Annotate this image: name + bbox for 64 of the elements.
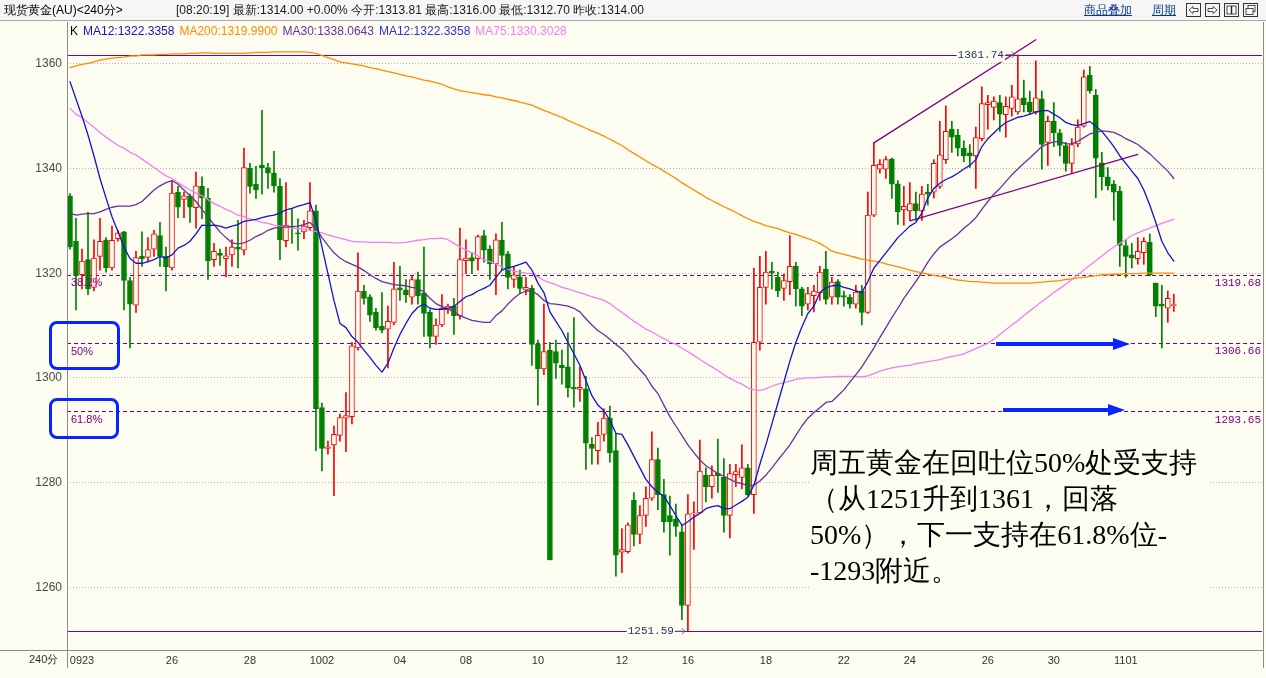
- candlestick: [403, 279, 409, 303]
- x-tick-label: 22: [837, 653, 850, 666]
- x-tick-label: 12: [615, 653, 629, 666]
- ref-line-label: 1306.66: [1214, 345, 1261, 358]
- candlestick: [949, 121, 955, 153]
- ref-line-label: 1361.74: [957, 48, 1005, 61]
- candlestick: [385, 305, 391, 369]
- y-tick-label: 1280: [35, 474, 63, 489]
- candlestick: [295, 218, 301, 251]
- candlestick: [421, 246, 427, 337]
- ref-line-label: 1319.68: [1214, 277, 1261, 290]
- chart-title: 现货黄金(AU)<240分>: [4, 3, 123, 17]
- x-tick-label: 0923: [69, 653, 95, 666]
- candlestick: [181, 191, 187, 219]
- ref-line-label: 1293.65: [1214, 413, 1261, 426]
- candlestick: [577, 366, 583, 402]
- x-tick-label: 30: [1047, 653, 1060, 666]
- x-tick-label: 10: [531, 653, 545, 666]
- annotation: 50%: [71, 344, 94, 357]
- candlestick: [691, 501, 697, 550]
- x-tick-label: 28: [243, 653, 257, 666]
- text: 周期: [1152, 3, 1176, 17]
- candlestick: [667, 495, 673, 556]
- text: MA12:1322.3358: [83, 24, 175, 38]
- candlestick: [769, 261, 775, 290]
- x-tick-label: 16: [681, 653, 695, 666]
- annotation: MA12:1322.3358: [378, 24, 471, 38]
- candlestick: [907, 182, 913, 221]
- candlestick: [985, 94, 991, 130]
- x-tick-label: 08: [459, 653, 473, 666]
- annotation: 周五黄金在回吐位50%处受支持（从1251升到1361，回落50%），下一支持在61.8%位--1293附近。: [810, 445, 1210, 589]
- candlestick: [253, 166, 259, 199]
- y-tick-label: 1340: [35, 160, 63, 175]
- text: 商品叠加: [1084, 3, 1132, 17]
- x-tick-label: 26: [165, 653, 179, 666]
- y-tick-label: 1260: [35, 579, 63, 594]
- legend-title: K: [70, 24, 79, 38]
- x-axis-title: 240分: [29, 653, 59, 666]
- x-tick-label: 26: [981, 653, 994, 666]
- x-tick-label: 1002: [309, 653, 335, 666]
- candlestick: [379, 292, 385, 334]
- candlestick: [217, 248, 223, 266]
- text: MA30:1338.0643: [282, 24, 374, 38]
- candlestick: [589, 437, 595, 465]
- x-tick-label: 18: [759, 653, 773, 666]
- x-tick-label: 24: [903, 653, 916, 666]
- candlestick: [841, 290, 847, 307]
- chart-subtitle: [08:20:19] 最新:1314.00 +0.00% 今开:1313.81 最高:1316.00 最低:1312.70 昨收:1314.00: [176, 3, 644, 17]
- y-tick-label: 1320: [35, 265, 63, 280]
- candlestick: [1021, 79, 1027, 113]
- ref-line-label: 1251.59: [627, 625, 674, 638]
- candlestick: [1015, 54, 1021, 115]
- series-label: MA200:1319.9900: [179, 24, 278, 38]
- annotation: 61.8%: [71, 412, 103, 425]
- candlestick: [325, 440, 331, 455]
- candlestick: [331, 425, 337, 496]
- y-tick-label: 1360: [35, 56, 63, 71]
- x-tick-label: 04: [393, 653, 407, 666]
- candlestick: [139, 231, 145, 267]
- x-tick-label: 1101: [1113, 653, 1138, 666]
- candlestick: [1158, 284, 1165, 349]
- text: MA75:1330.3028: [475, 24, 567, 38]
- y-tick-label: 1300: [35, 370, 63, 385]
- candlestick: [541, 303, 547, 376]
